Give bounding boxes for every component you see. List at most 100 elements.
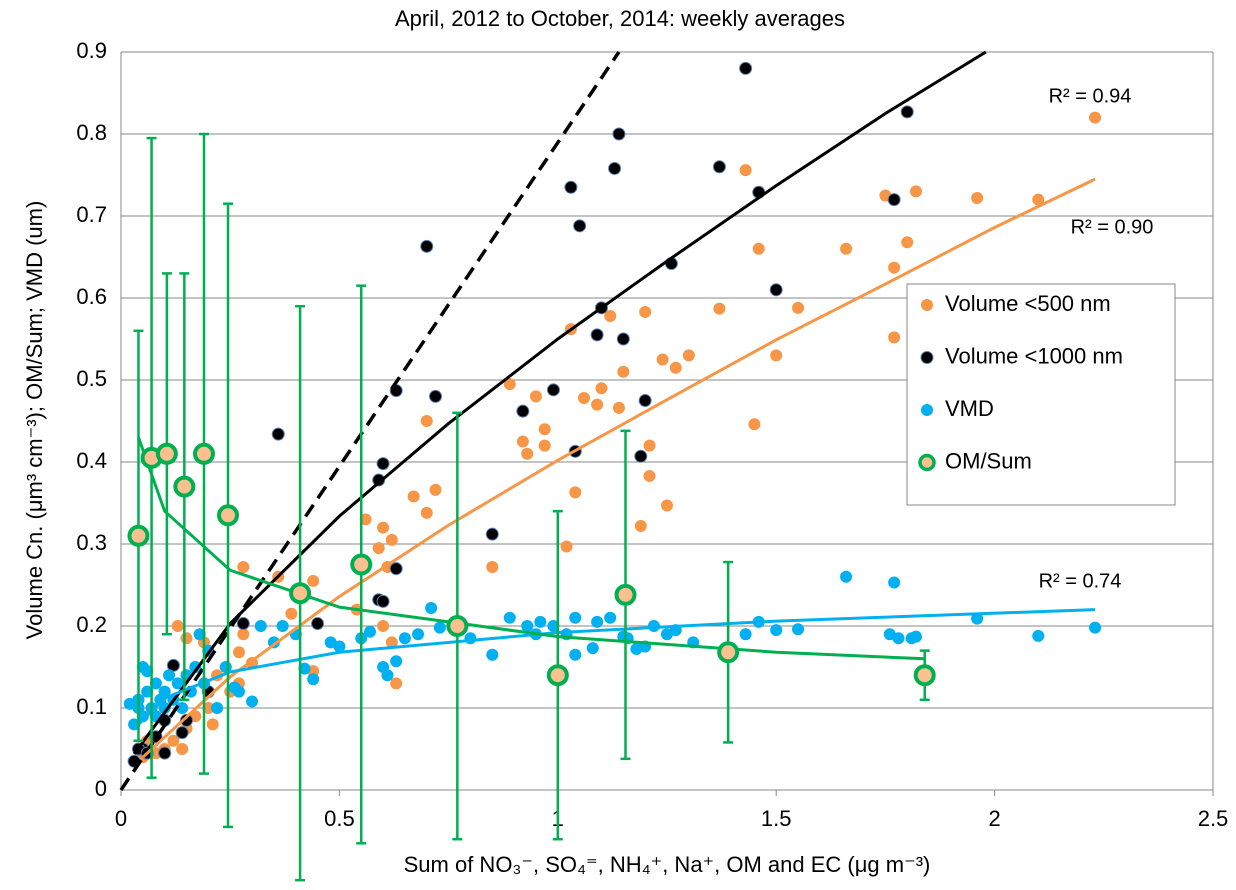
point bbox=[739, 628, 752, 641]
legend-label: VMD bbox=[945, 396, 994, 421]
point bbox=[246, 695, 259, 708]
point bbox=[792, 301, 805, 314]
point bbox=[639, 305, 652, 318]
legend-marker bbox=[921, 404, 933, 416]
point bbox=[604, 310, 617, 323]
point bbox=[569, 486, 582, 499]
y-tick-label: 0.2 bbox=[76, 612, 107, 637]
point bbox=[377, 521, 390, 534]
legend-label: Volume <1000 nm bbox=[945, 343, 1123, 368]
point bbox=[128, 718, 141, 731]
point bbox=[376, 457, 390, 471]
point bbox=[232, 646, 245, 659]
point bbox=[595, 382, 608, 395]
trendline bbox=[132, 50, 987, 755]
y-tick-label: 0.3 bbox=[76, 530, 107, 555]
point bbox=[485, 527, 499, 541]
point bbox=[887, 193, 901, 207]
point bbox=[228, 681, 241, 694]
point bbox=[656, 353, 669, 366]
legend-marker bbox=[921, 299, 933, 311]
point bbox=[634, 449, 648, 463]
point bbox=[669, 361, 682, 374]
point bbox=[433, 621, 446, 634]
point bbox=[901, 236, 914, 249]
y-axis-label: Volume Cn. (μm³ cm⁻³); OM/Sum; VMD (um) bbox=[22, 201, 47, 640]
point bbox=[590, 328, 604, 342]
point bbox=[237, 560, 250, 573]
point bbox=[564, 180, 578, 194]
point bbox=[748, 418, 761, 431]
point bbox=[547, 620, 560, 632]
point bbox=[123, 697, 136, 710]
y-tick-label: 0.6 bbox=[76, 284, 107, 309]
point bbox=[372, 473, 386, 487]
chart-title: April, 2012 to October, 2014: weekly ave… bbox=[395, 6, 845, 31]
point bbox=[298, 662, 311, 675]
point bbox=[176, 743, 189, 755]
point bbox=[390, 677, 403, 690]
point bbox=[1089, 111, 1102, 124]
trendline bbox=[141, 177, 1096, 759]
y-tick-label: 0.9 bbox=[76, 38, 107, 63]
point bbox=[420, 506, 433, 519]
point bbox=[180, 632, 193, 645]
point bbox=[840, 242, 853, 255]
point bbox=[350, 553, 373, 576]
point bbox=[175, 726, 189, 740]
point bbox=[237, 628, 250, 641]
point bbox=[163, 669, 176, 682]
point bbox=[643, 469, 656, 482]
point bbox=[377, 620, 390, 632]
point bbox=[661, 499, 673, 512]
point bbox=[888, 576, 901, 589]
point bbox=[359, 513, 372, 526]
point bbox=[363, 625, 376, 638]
y-tick-label: 0.5 bbox=[76, 366, 107, 391]
trendline bbox=[137, 436, 925, 661]
point bbox=[612, 127, 626, 141]
x-tick-label: 1.5 bbox=[761, 806, 792, 831]
point bbox=[189, 661, 202, 673]
point bbox=[909, 630, 922, 643]
point bbox=[634, 519, 647, 532]
point bbox=[638, 394, 652, 407]
y-tick-label: 0.1 bbox=[76, 694, 107, 719]
point bbox=[1089, 621, 1102, 634]
point bbox=[604, 611, 617, 624]
trendline bbox=[119, 51, 621, 791]
legend-marker bbox=[920, 351, 934, 364]
point bbox=[521, 447, 534, 460]
point bbox=[236, 617, 250, 631]
point bbox=[608, 161, 622, 175]
point bbox=[429, 483, 442, 496]
point bbox=[420, 415, 433, 427]
point bbox=[271, 427, 285, 441]
r2-label: R² = 0.90 bbox=[1071, 216, 1154, 238]
point bbox=[769, 283, 783, 297]
point bbox=[446, 615, 469, 637]
point bbox=[538, 439, 551, 452]
legend-label: Volume <500 nm bbox=[945, 291, 1111, 316]
x-tick-label: 0 bbox=[115, 806, 127, 831]
point bbox=[486, 560, 499, 573]
point bbox=[155, 442, 178, 465]
point bbox=[578, 392, 591, 405]
point bbox=[529, 390, 542, 403]
legend-label: OM/Sum bbox=[945, 448, 1032, 473]
point bbox=[202, 702, 215, 714]
point bbox=[390, 655, 403, 668]
point bbox=[425, 601, 438, 614]
point bbox=[206, 718, 219, 731]
point bbox=[372, 542, 385, 555]
point bbox=[254, 620, 267, 632]
point bbox=[971, 612, 984, 625]
point bbox=[516, 435, 529, 448]
point bbox=[516, 404, 530, 418]
point bbox=[285, 607, 298, 620]
point bbox=[176, 702, 189, 714]
point bbox=[428, 389, 442, 403]
point bbox=[913, 664, 936, 687]
point bbox=[521, 620, 534, 632]
